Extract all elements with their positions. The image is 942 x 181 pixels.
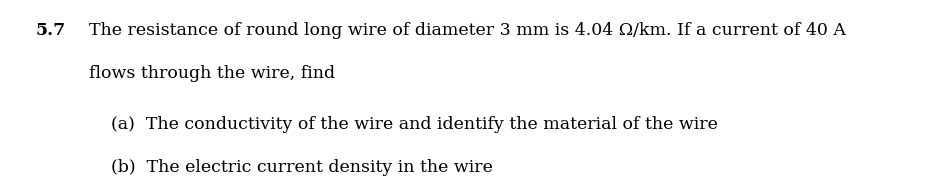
Text: flows through the wire, find: flows through the wire, find — [89, 65, 335, 82]
Text: The resistance of round long wire of diameter 3 mm is 4.04 Ω/km. If a current of: The resistance of round long wire of dia… — [89, 22, 846, 39]
Text: 5.7: 5.7 — [36, 22, 66, 39]
Text: (a)  The conductivity of the wire and identify the material of the wire: (a) The conductivity of the wire and ide… — [111, 116, 718, 133]
Text: (b)  The electric current density in the wire: (b) The electric current density in the … — [111, 159, 493, 176]
